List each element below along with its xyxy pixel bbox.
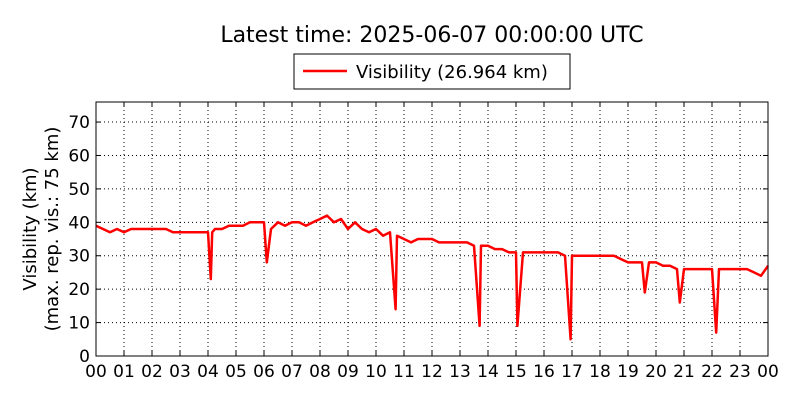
series-layer	[95, 214, 770, 341]
y-tick-label: 50	[68, 180, 90, 200]
x-tick-label: 09	[337, 362, 359, 382]
y-tick-label: 0	[79, 347, 90, 367]
series-line-visibility	[95, 214, 770, 341]
y-tick-label: 60	[68, 146, 90, 166]
x-tick-label: 05	[225, 362, 247, 382]
y-axis-label-secondary: (max. rep. vis.: 75 km)	[42, 127, 63, 332]
x-tick-label: 20	[645, 362, 667, 382]
x-tick-label: 08	[309, 362, 331, 382]
y-axis-label: Visibility (km)	[20, 167, 41, 290]
y-tick-label: 20	[68, 280, 90, 300]
y-tick-label: 70	[68, 113, 90, 133]
x-tick-label: 11	[393, 362, 415, 382]
y-axis: 0 10 20 30 40 50 60 70	[68, 113, 768, 367]
x-tick-label: 10	[365, 362, 387, 382]
x-tick-label: 14	[477, 362, 499, 382]
chart-title: Latest time: 2025-06-07 00:00:00 UTC	[220, 23, 643, 48]
x-tick-label: 04	[197, 362, 219, 382]
plot-frame	[95, 101, 769, 357]
x-tick-label: 17	[561, 362, 583, 382]
legend-label: Visibility (26.964 km)	[356, 62, 548, 83]
x-tick-label: 01	[113, 362, 135, 382]
y-tick-label: 40	[68, 213, 90, 233]
x-tick-label: 22	[701, 362, 723, 382]
y-tick-label: 30	[68, 247, 90, 267]
x-tick-label: 00	[757, 362, 779, 382]
x-tick-label: 12	[421, 362, 443, 382]
x-axis: 00 01 02 03 04 05 06 07 08 09 10 11 12 13 14 15 16 17 18 19…	[85, 102, 779, 382]
x-tick-label: 21	[673, 362, 695, 382]
x-tick-label: 15	[505, 362, 527, 382]
x-tick-label: 16	[533, 362, 555, 382]
x-tick-label: 02	[141, 362, 163, 382]
y-tick-label: 10	[68, 314, 90, 334]
x-tick-label: 03	[169, 362, 191, 382]
legend: Visibility (26.964 km)	[293, 53, 571, 90]
x-tick-label: 13	[449, 362, 471, 382]
x-tick-label: 07	[281, 362, 303, 382]
x-tick-label: 18	[589, 362, 611, 382]
x-tick-label: 00	[85, 362, 107, 382]
x-tick-label: 23	[729, 362, 751, 382]
x-tick-label: 06	[253, 362, 275, 382]
x-tick-label: 19	[617, 362, 639, 382]
grid	[95, 102, 769, 357]
